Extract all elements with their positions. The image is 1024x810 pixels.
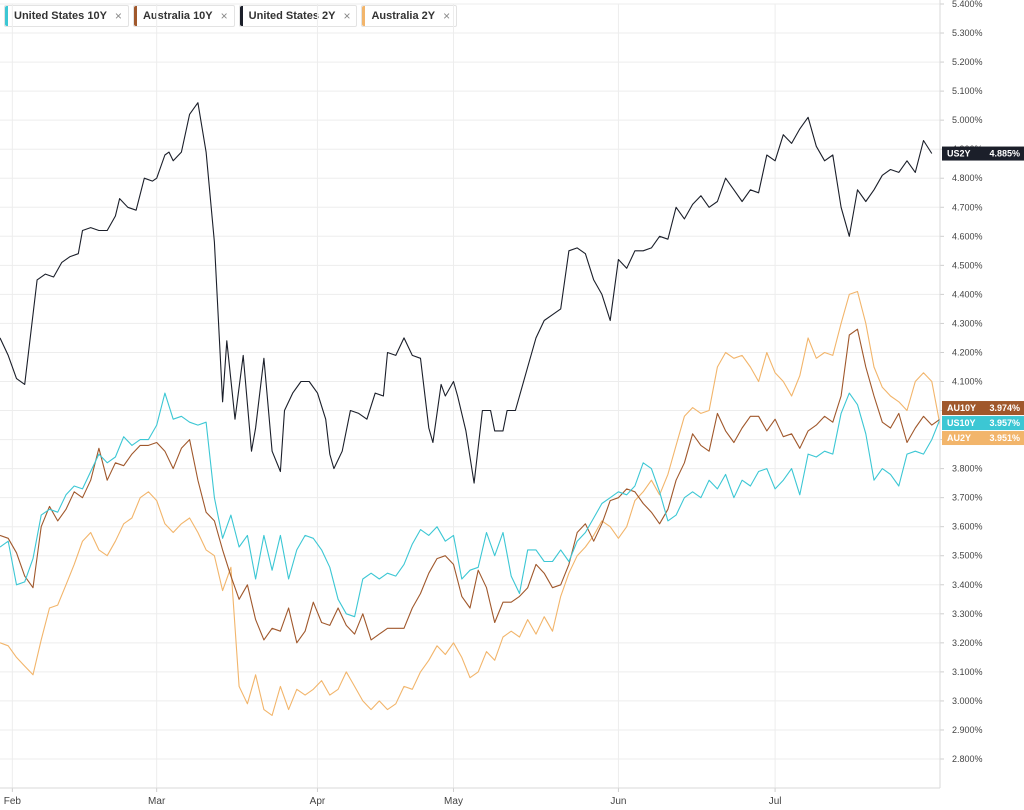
y-tick-label: 2.800% — [952, 754, 983, 764]
y-tick-label: 3.600% — [952, 522, 983, 532]
y-tick-label: 5.200% — [952, 57, 983, 67]
y-tick-label: 4.400% — [952, 289, 983, 299]
y-tick-label: 5.100% — [952, 86, 983, 96]
y-tick-label: 3.500% — [952, 551, 983, 561]
y-tick-label: 4.800% — [952, 173, 983, 183]
close-icon[interactable]: × — [343, 9, 351, 23]
legend-label-us10y: United States 10Y — [14, 10, 107, 22]
badge-label-us10y: US10Y — [947, 418, 976, 428]
series-line-us10y — [0, 392, 941, 618]
badge-value-au10y: 3.974% — [989, 403, 1020, 413]
badge-label-au10y: AU10Y — [947, 403, 976, 413]
badge-bg-au10y — [942, 401, 1024, 416]
legend-swatch-au10y — [133, 6, 137, 26]
y-tick-label: 3.400% — [952, 580, 983, 590]
x-tick-label: Apr — [310, 796, 326, 807]
badge-bg-us10y — [942, 416, 1024, 431]
y-tick-label: 3.700% — [952, 493, 983, 503]
y-tick-label: 4.200% — [952, 347, 983, 357]
badge-us10y: US10Y 3.957% — [942, 416, 1024, 431]
y-tick-label: 5.300% — [952, 28, 983, 38]
y-tick-label: 3.100% — [952, 667, 983, 677]
series-line-au2y — [0, 290, 941, 716]
legend-chip-au10y[interactable]: Australia 10Y × — [132, 5, 235, 27]
series-line-au10y — [0, 328, 941, 644]
badge-value-au2y: 3.951% — [989, 433, 1020, 443]
close-icon[interactable]: × — [220, 9, 228, 23]
axes: 5.400%5.300%5.200%5.100%5.000%4.900%4.80… — [0, 0, 983, 807]
legend-swatch-us2y — [239, 6, 243, 26]
legend-swatch-au2y — [362, 6, 366, 26]
y-tick-label: 5.000% — [952, 115, 983, 125]
y-tick-label: 4.600% — [952, 231, 983, 241]
y-tick-label: 4.100% — [952, 377, 983, 387]
legend-chip-us2y[interactable]: United States 2Y × — [238, 5, 358, 27]
legend-label-au10y: Australia 10Y — [142, 10, 213, 22]
legend-swatch-us10y — [5, 6, 8, 26]
legend: United States 10Y × Australia 10Y × Unit… — [4, 5, 458, 27]
x-tick-label: Jun — [610, 796, 626, 807]
x-tick-label: Feb — [4, 796, 22, 807]
y-tick-label: 2.900% — [952, 725, 983, 735]
legend-label-us2y: United States 2Y — [248, 10, 336, 22]
close-icon[interactable]: × — [443, 9, 451, 23]
badge-label-au2y: AU2Y — [947, 433, 971, 443]
y-tick-label: 5.400% — [952, 0, 983, 9]
series-lines — [0, 102, 941, 716]
legend-chip-us10y[interactable]: United States 10Y × — [4, 5, 129, 27]
badge-label-us2y: US2Y — [947, 149, 971, 159]
badge-bg-au2y — [942, 431, 1024, 446]
y-tick-label: 4.700% — [952, 202, 983, 212]
y-tick-label: 3.200% — [952, 638, 983, 648]
x-tick-label: Mar — [148, 796, 166, 807]
legend-label-au2y: Australia 2Y — [371, 10, 436, 22]
badge-us2y: US2Y 4.885% — [942, 146, 1024, 161]
badge-value-us2y: 4.885% — [989, 149, 1020, 159]
y-tick-label: 4.500% — [952, 260, 983, 270]
badge-au10y: AU10Y 3.974% — [942, 401, 1024, 416]
legend-chip-au2y[interactable]: Australia 2Y × — [361, 5, 458, 27]
badge-bg-us2y — [942, 146, 1024, 161]
last-value-badges: US2Y 4.885% AU10Y 3.974% US10Y 3.957% AU2Y 3.95… — [942, 146, 1024, 446]
y-tick-label: 3.800% — [952, 464, 983, 474]
x-tick-label: May — [444, 796, 463, 807]
y-tick-label: 4.300% — [952, 318, 983, 328]
badge-value-us10y: 3.957% — [989, 418, 1020, 428]
series-line-us2y — [0, 102, 933, 484]
x-tick-label: Jul — [769, 796, 782, 807]
close-icon[interactable]: × — [114, 9, 122, 23]
y-tick-label: 3.300% — [952, 609, 983, 619]
badge-au2y: AU2Y 3.951% — [942, 431, 1024, 446]
grid — [0, 3, 940, 788]
y-tick-label: 3.000% — [952, 696, 983, 706]
